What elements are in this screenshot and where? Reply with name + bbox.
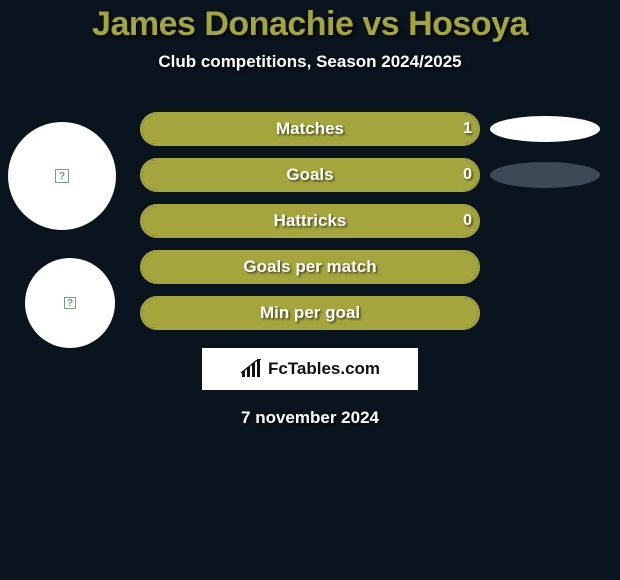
brand-text: FcTables.com: [268, 359, 380, 379]
stat-bar-fill: [142, 206, 478, 236]
page-subtitle: Club competitions, Season 2024/2025: [0, 52, 620, 72]
brand-box[interactable]: FcTables.com: [202, 348, 418, 390]
stat-bar: Goals 0: [140, 158, 480, 192]
stat-value-left-player: 0: [463, 158, 472, 192]
stat-pill-right-player: [490, 116, 600, 142]
stat-bar-fill: [142, 252, 478, 282]
stat-bar: Matches 1: [140, 112, 480, 146]
stat-row-matches: Matches 1: [0, 112, 620, 146]
stat-bar-fill: [142, 114, 478, 144]
stat-row-goals-per-match: Goals per match: [0, 250, 620, 284]
stat-row-min-per-goal: Min per goal: [0, 296, 620, 330]
stat-value-left-player: 0: [463, 204, 472, 238]
bar-chart-icon: [240, 359, 262, 379]
page-title: James Donachie vs Hosoya: [0, 5, 620, 44]
stat-bar-fill: [142, 298, 478, 328]
stat-row-goals: Goals 0: [0, 158, 620, 192]
stat-bar: Hattricks 0: [140, 204, 480, 238]
comparison-card: James Donachie vs Hosoya Club competitio…: [0, 0, 620, 580]
stat-bar: Goals per match: [140, 250, 480, 284]
stat-pill-right-player: [490, 162, 600, 188]
stat-bar: Min per goal: [140, 296, 480, 330]
footer-date: 7 november 2024: [0, 408, 620, 428]
stat-bar-fill: [142, 160, 478, 190]
stats-rows: Matches 1 Goals 0 Hattricks: [0, 112, 620, 330]
stat-value-left-player: 1: [463, 112, 472, 146]
stat-row-hattricks: Hattricks 0: [0, 204, 620, 238]
